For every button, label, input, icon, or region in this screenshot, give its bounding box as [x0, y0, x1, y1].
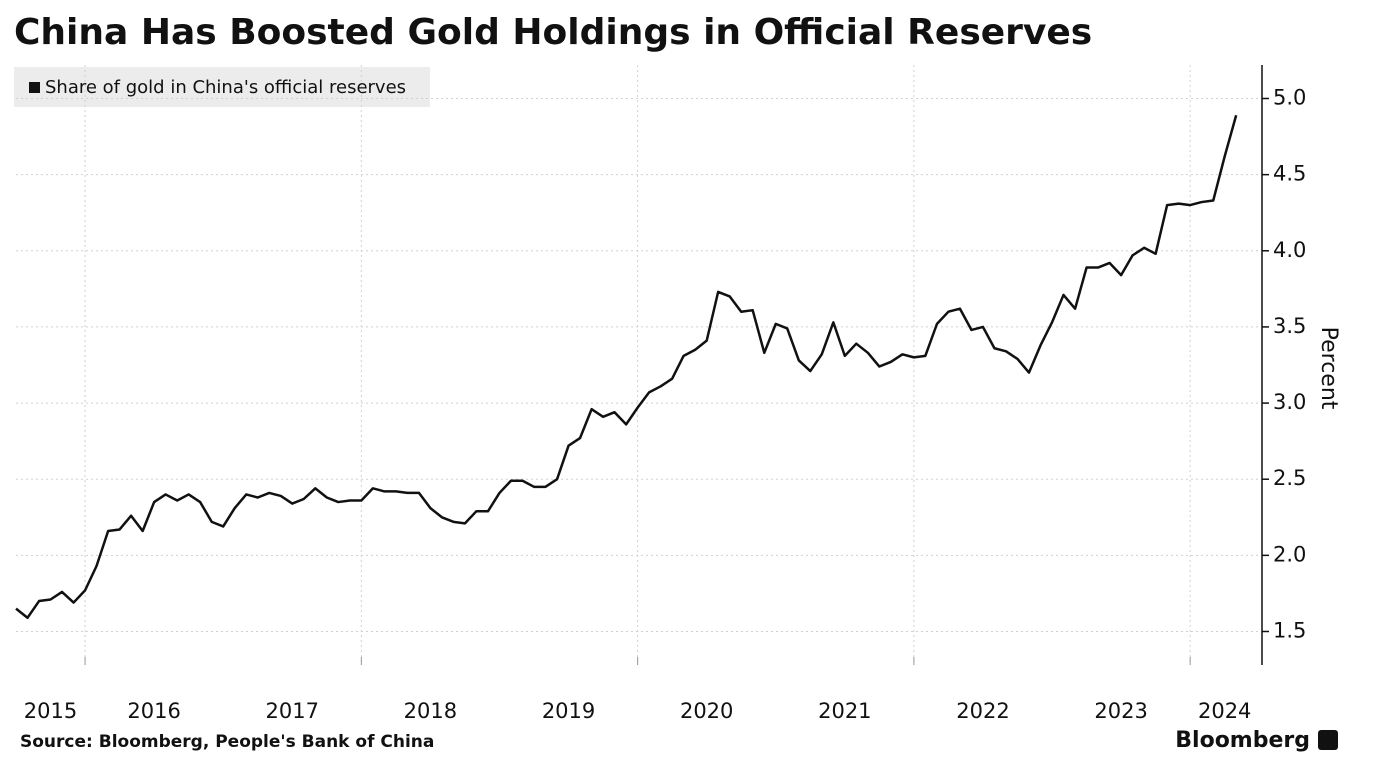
- x-tick-label: 2023: [1094, 699, 1147, 723]
- x-tick-label: 2018: [404, 699, 457, 723]
- brand-logo: [1318, 730, 1338, 750]
- y-tick-label: 5.0: [1273, 86, 1306, 110]
- y-tick-label: 4.5: [1273, 162, 1306, 186]
- brand: Bloomberg: [1175, 728, 1310, 753]
- x-tick-label: 2020: [680, 699, 733, 723]
- x-tick-label: 2016: [127, 699, 180, 723]
- y-tick-label: 1.5: [1273, 618, 1306, 642]
- y-tick-label: 4.0: [1273, 238, 1306, 262]
- y-axis-label: Percent: [1316, 327, 1341, 410]
- y-tick-label: 3.0: [1273, 390, 1306, 414]
- y-tick-label: 2.0: [1273, 542, 1306, 566]
- source: Source: Bloomberg, People's Bank of Chin…: [20, 732, 434, 752]
- legend-box: [14, 67, 430, 107]
- x-tick-label: 2024: [1198, 699, 1251, 723]
- chart-title: China Has Boosted Gold Holdings in Offic…: [14, 12, 1092, 53]
- x-tick-label: 2015: [24, 699, 77, 723]
- y-tick-label: 3.5: [1273, 314, 1306, 338]
- x-tick-label: 2017: [266, 699, 319, 723]
- x-tick-label: 2021: [818, 699, 871, 723]
- legend-swatch: [29, 82, 40, 93]
- y-tick-label: 2.5: [1273, 466, 1306, 490]
- x-tick-label: 2022: [956, 699, 1009, 723]
- data-line: [15, 114, 1238, 620]
- legend-label: Share of gold in China's official reserv…: [45, 77, 406, 98]
- x-tick-label: 2019: [542, 699, 595, 723]
